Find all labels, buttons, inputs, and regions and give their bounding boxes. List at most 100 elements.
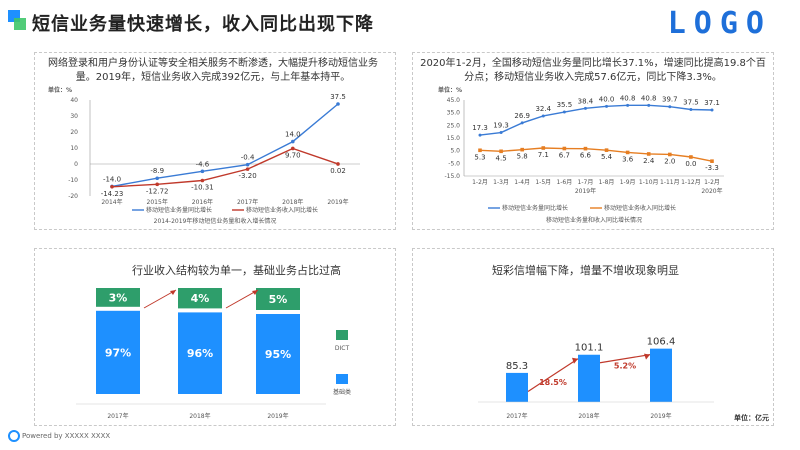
bar-basic	[256, 314, 300, 394]
data-point	[291, 139, 295, 144]
data-label: 3.6	[622, 155, 634, 163]
data-label: 37.5	[330, 93, 346, 101]
data-point	[110, 184, 114, 189]
data-label: -0.4	[241, 154, 255, 162]
x-tick-label: 1-7月	[578, 179, 594, 186]
y-tick-label: 25.0	[447, 122, 461, 129]
legend-basic-label: 基础类	[333, 388, 351, 396]
data-label: -3.20	[239, 172, 257, 180]
data-label: 32.4	[535, 105, 551, 113]
panel-annual-growth	[34, 52, 396, 230]
series-line-0	[111, 103, 339, 188]
monthly-growth-chart: 单位：% 45.0 35.0 25.0 15.0 5.0 -5.0 -15.0 1-2月 1-3月…	[438, 86, 724, 224]
sms-title: 短彩信增幅下降，增量不增收现象明显	[492, 264, 679, 277]
data-point	[499, 131, 503, 135]
data-label: -10.31	[191, 183, 214, 191]
growth-arrow	[599, 354, 651, 364]
data-point	[647, 103, 651, 107]
bar-sms-revenue	[506, 372, 528, 402]
chart-unit-label: 单位：%	[48, 86, 72, 94]
data-point	[625, 150, 630, 155]
y-tick-label: 45.0	[447, 97, 461, 104]
legend-dict-swatch	[336, 330, 348, 340]
x-tick-label: 2019年	[267, 412, 288, 420]
growth-label: 5.2%	[614, 362, 636, 371]
data-label: 0.02	[330, 167, 346, 175]
data-label: 7.1	[538, 151, 549, 159]
data-point	[646, 152, 651, 156]
bar-value-label: 101.1	[575, 343, 604, 354]
trend-arrow	[143, 289, 177, 309]
data-point	[478, 148, 482, 153]
data-point	[478, 133, 482, 137]
y-tick-label: -10	[68, 177, 78, 184]
bar-sms-revenue	[650, 348, 672, 402]
data-label: 40.8	[641, 94, 657, 102]
data-point	[336, 162, 340, 166]
bar-basic-label: 95%	[265, 348, 291, 361]
data-label: 37.5	[683, 99, 699, 107]
data-point	[200, 178, 205, 183]
y-tick-label: 35.0	[447, 110, 461, 117]
footer-text: Powered by XXXXX XXXX	[22, 432, 111, 440]
bar-value-label: 85.3	[506, 361, 528, 372]
trend-arrow-head	[252, 290, 258, 295]
data-label: 38.4	[578, 97, 594, 105]
data-point	[605, 104, 609, 108]
data-label: 5.8	[517, 153, 528, 161]
data-label: 39.7	[662, 96, 678, 104]
data-point	[155, 176, 159, 181]
data-point	[200, 169, 205, 174]
cloud-icon	[8, 430, 20, 442]
y-tick-label: 20	[70, 129, 78, 136]
data-label: -4.6	[196, 160, 210, 168]
x-tick-label: 2018年	[282, 198, 303, 206]
x-tick-label: 2018年	[578, 412, 599, 420]
monthly-description: 2020年1-2月，全国移动短信业务量同比增长37.1%，增速同比提高19.8个…	[420, 58, 766, 83]
x-tick-label: 2017年	[107, 412, 128, 420]
x-tick-label: 1-3月	[493, 179, 509, 186]
bar-dict	[96, 288, 140, 307]
bar-dict-label: 4%	[191, 292, 210, 305]
data-point	[668, 152, 672, 157]
x-tick-label: 2015年	[147, 198, 168, 206]
x-tick-label: 1-8月	[599, 179, 615, 186]
x-tick-label: 2019年	[327, 198, 348, 206]
data-point	[562, 110, 566, 114]
x-tick-label: 2017年	[506, 412, 527, 420]
legend-revenue-label: 移动短信业务收入同比增长	[604, 204, 676, 212]
data-point	[541, 146, 546, 150]
data-label: -14.23	[101, 190, 124, 198]
data-label: 2.0	[664, 157, 675, 165]
data-label: 5.4	[601, 153, 613, 161]
data-point	[562, 146, 567, 151]
page-title: 短信业务量快速增长，收入同比出现下降	[32, 14, 374, 35]
x-tick-label: 1-2月	[704, 179, 720, 186]
data-label: -8.9	[150, 167, 164, 175]
data-label: 6.7	[559, 152, 570, 160]
y-tick-label: -20	[68, 193, 78, 200]
data-label: -12.72	[146, 187, 169, 195]
bar-basic-label: 96%	[187, 347, 213, 360]
y-tick-label: 40	[70, 97, 78, 104]
y-tick-label: -5.0	[448, 160, 460, 167]
y-tick-label: -15.0	[444, 173, 460, 180]
data-label: 6.6	[580, 152, 592, 160]
legend-basic-swatch	[336, 374, 348, 384]
chart-unit-label: 单位：%	[438, 86, 462, 94]
legend-revenue-label: 移动短信业务收入同比增长	[246, 206, 318, 214]
y-tick-label: 10	[70, 145, 78, 152]
bar-dict-label: 3%	[109, 291, 128, 304]
data-label: 26.9	[514, 112, 530, 120]
bar-dict	[178, 288, 222, 309]
data-label: 17.3	[472, 124, 488, 132]
data-point	[604, 148, 609, 152]
data-point	[520, 121, 524, 125]
y-tick-label: 30	[70, 113, 78, 120]
panel-revenue-structure	[34, 248, 396, 426]
data-point	[668, 105, 672, 109]
data-label: 0.0	[685, 160, 696, 168]
data-point	[541, 114, 545, 118]
data-label: 9.70	[285, 151, 301, 159]
bar-sms-revenue	[578, 354, 600, 402]
